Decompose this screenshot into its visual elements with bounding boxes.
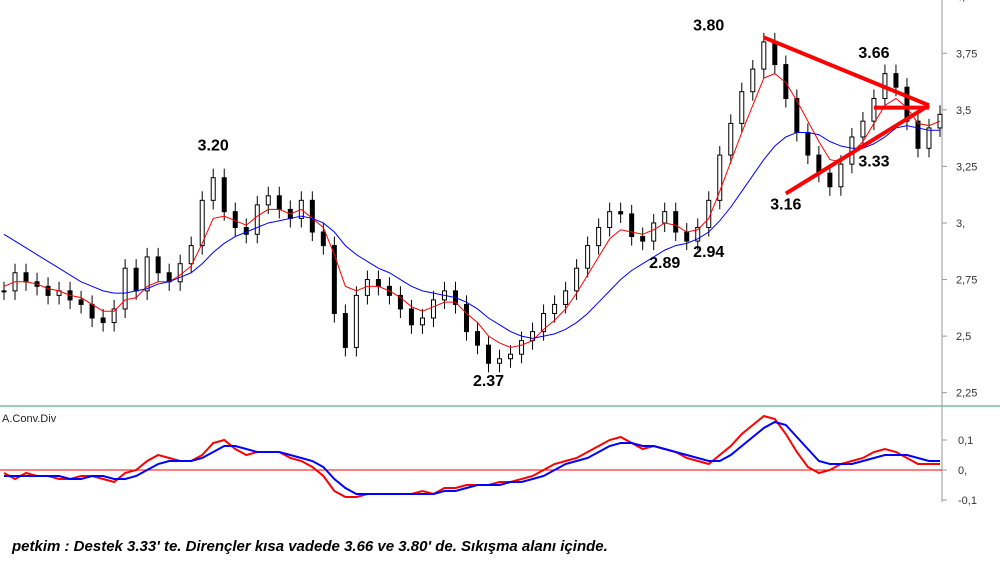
candle-body [717, 154, 723, 201]
candle-body [838, 163, 844, 188]
price-chart: 4, 3,75 3,5 3,25 3, 2,75 2,5 2,25 3.20 2.37 2.89 2.… [0, 0, 1000, 507]
candle-body [243, 226, 249, 235]
candle-body [23, 272, 29, 283]
candle-body [342, 312, 348, 348]
indicator-tick-label: 0, [958, 465, 967, 477]
candle-body [662, 211, 668, 224]
candle-body [475, 331, 481, 346]
indicator-tick-label: 0,1 [958, 435, 973, 447]
candle-body [210, 177, 216, 201]
candle-body [695, 226, 701, 242]
price-annotation: 3.33 [858, 153, 889, 170]
candle-body [463, 303, 469, 333]
candle-body [221, 177, 227, 213]
price-tick-label: 3,5 [956, 105, 971, 117]
candle-body [871, 98, 877, 122]
candle-body [728, 122, 734, 156]
candle-body [309, 199, 315, 233]
candle-body [684, 231, 690, 242]
trendline [763, 35, 930, 108]
trendline [784, 103, 931, 196]
indicator-panel: 0,1 0, -0,1 [0, 406, 977, 507]
candle-body [397, 294, 403, 310]
candle-body [541, 312, 547, 333]
price-annotation: 2.37 [473, 373, 504, 390]
signal-line [4, 420, 940, 495]
candle-body [144, 256, 150, 292]
candle-body [419, 317, 425, 326]
candle-body [827, 172, 833, 188]
candle-body [673, 211, 679, 233]
candle-body [574, 267, 580, 292]
candle-body [552, 303, 558, 314]
candle-body [353, 294, 359, 348]
candle-body [750, 68, 756, 93]
candle-body [596, 226, 602, 247]
price-tick-label: 4, [956, 0, 965, 4]
caption: petkim : Destek 3.33' te. Dirençler kısa… [12, 538, 608, 555]
candle-body [761, 41, 767, 70]
candle-body [739, 91, 745, 124]
candle-body [618, 211, 624, 215]
candle-body [188, 245, 194, 265]
candle-body [276, 195, 282, 210]
candle-body [860, 120, 866, 138]
candle-body [100, 317, 106, 324]
candle-body [805, 131, 811, 156]
candle-body [232, 211, 238, 228]
candle-body [133, 267, 139, 292]
ma-short-line [3, 73, 941, 348]
candle-body [1, 290, 7, 293]
candle-body [497, 358, 503, 364]
candle-body [89, 303, 95, 319]
candle-body [265, 195, 271, 206]
price-tick-label: 3, [956, 218, 965, 230]
candle-body [651, 222, 657, 242]
ma-long-line [3, 125, 940, 339]
candle-body [926, 127, 932, 149]
candle-body [408, 308, 414, 326]
candle-body [111, 308, 117, 324]
candle-body [607, 211, 613, 228]
price-tick-label: 2,75 [956, 275, 977, 287]
price-annotation: 3.16 [770, 196, 801, 213]
main-panel: 4, 3,75 3,5 3,25 3, 2,75 2,5 2,25 3.20 2.37 2.89 2.… [0, 0, 1000, 407]
candle-body [122, 267, 128, 310]
candle-body [937, 113, 943, 129]
price-tick-label: 3,25 [956, 161, 977, 173]
candle-body [519, 340, 525, 355]
candle-body [486, 344, 492, 364]
candle-body [177, 263, 183, 283]
price-tick-label: 2,25 [956, 388, 977, 400]
price-annotation: 2.89 [649, 255, 680, 272]
candle-body [563, 290, 569, 305]
indicator-title: A.Conv.Div [2, 413, 57, 425]
candle-body [199, 199, 205, 247]
price-annotation: 3.66 [858, 45, 889, 62]
macd-line [3, 414, 940, 498]
candle-body [915, 120, 921, 149]
candle-body [430, 299, 436, 319]
candle-body [78, 299, 84, 305]
candle-body [772, 41, 778, 66]
candle-body [508, 353, 514, 360]
price-annotation: 3.20 [198, 138, 229, 155]
candle-body [331, 245, 337, 314]
price-tick-label: 3,75 [956, 48, 977, 60]
candle-body [45, 285, 51, 296]
candle-body [364, 279, 370, 296]
indicator-tick-label: -0,1 [958, 495, 977, 507]
candle-body [254, 204, 260, 235]
candle-body [893, 73, 899, 88]
candle-body [640, 236, 646, 242]
candle-body [320, 231, 326, 247]
candle-body [375, 279, 381, 287]
candle-body [155, 256, 161, 274]
candle-body [585, 245, 591, 269]
candle-body [629, 213, 635, 238]
price-annotation: 3.80 [693, 18, 724, 35]
price-annotation: 2.94 [693, 244, 724, 261]
price-tick-label: 2,5 [956, 331, 971, 343]
